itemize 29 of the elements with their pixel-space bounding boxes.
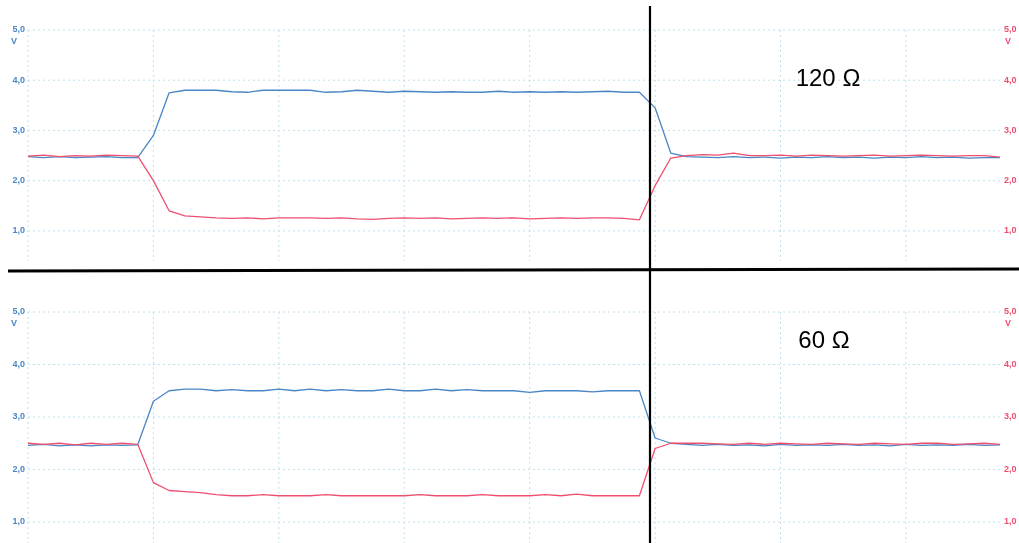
y-tick-label: 5,0 xyxy=(12,306,25,317)
annotation: 120 Ω xyxy=(795,64,861,91)
y2-tick-label: 1,0 xyxy=(1004,225,1017,236)
y2-tick-label: 5,0 xyxy=(1004,306,1017,317)
y2-tick-label: 3,0 xyxy=(1004,124,1017,135)
y-tick-label: 1,0 xyxy=(12,225,25,236)
y2-tick-label: 5,0 xyxy=(1004,24,1017,35)
y2-tick-label: 2,0 xyxy=(1004,175,1017,186)
annotation: 60 Ω xyxy=(798,326,850,353)
y2-tick-label: 3,0 xyxy=(1004,411,1017,422)
y2-tick-label: 1,0 xyxy=(1004,516,1017,527)
line-series xyxy=(27,152,1001,221)
y2-tick-label: 2,0 xyxy=(1004,463,1017,474)
y2-axis-title: V xyxy=(1004,36,1012,46)
y-tick-label: 4,0 xyxy=(12,74,25,85)
line-series xyxy=(27,442,1001,497)
y2-axis-title: V xyxy=(1004,318,1012,328)
y-axis-title: V xyxy=(10,318,18,328)
y-tick-label: 2,0 xyxy=(12,463,25,474)
y2-tick-label: 4,0 xyxy=(1004,74,1017,85)
y2-tick-label: 4,0 xyxy=(1004,358,1017,369)
y-tick-label: 4,0 xyxy=(12,358,25,369)
y-axis-title: V xyxy=(10,36,18,46)
y-tick-label: 2,0 xyxy=(12,175,25,186)
line-series xyxy=(27,388,1001,447)
y-tick-label: 5,0 xyxy=(12,24,25,35)
y-tick-label: 3,0 xyxy=(12,411,25,422)
y-tick-label: 3,0 xyxy=(12,124,25,135)
y-tick-label: 1,0 xyxy=(12,516,25,527)
